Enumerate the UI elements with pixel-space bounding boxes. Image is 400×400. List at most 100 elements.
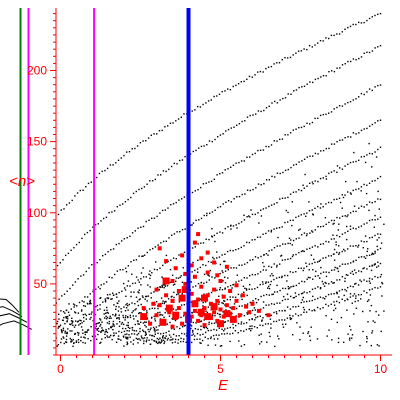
data-point	[330, 171, 333, 173]
data-point	[126, 343, 128, 346]
data-point	[183, 251, 186, 253]
data-point	[192, 150, 194, 153]
data-point	[363, 21, 365, 24]
data-point	[366, 19, 368, 22]
data-point	[165, 170, 167, 173]
data-point	[377, 265, 380, 267]
data-point	[245, 322, 248, 324]
data-point	[276, 245, 278, 247]
data-point	[230, 267, 232, 269]
data-point	[230, 166, 232, 168]
data-point	[140, 303, 142, 306]
low-energy-curve	[0, 298, 20, 313]
data-point	[246, 156, 248, 158]
data-point	[162, 332, 165, 335]
data-point	[162, 339, 165, 341]
data-point	[130, 341, 132, 343]
data-point	[306, 278, 308, 280]
data-point	[287, 242, 289, 245]
data-point	[145, 220, 147, 223]
data-point	[149, 277, 151, 280]
data-point	[217, 312, 219, 315]
data-point	[333, 108, 335, 110]
data-point	[105, 328, 107, 331]
data-point	[349, 245, 352, 247]
data-point	[270, 65, 273, 68]
data-point	[366, 254, 368, 257]
data-point	[311, 310, 313, 312]
data-point	[124, 267, 127, 269]
data-point	[237, 332, 239, 334]
data-point	[303, 301, 305, 303]
data-point	[303, 311, 305, 313]
data-point	[358, 96, 360, 98]
data-point	[259, 271, 262, 273]
data-point	[159, 286, 161, 288]
data-point	[135, 259, 138, 261]
data-point	[297, 50, 300, 52]
data-point	[312, 213, 314, 215]
data-point	[57, 344, 60, 346]
data-point	[115, 305, 117, 308]
data-point	[76, 331, 79, 334]
data-point	[218, 295, 220, 297]
data-point	[367, 248, 369, 250]
data-point	[125, 271, 128, 273]
data-point	[281, 319, 283, 321]
data-point	[109, 293, 111, 296]
data-point	[362, 267, 364, 270]
data-point	[317, 297, 319, 300]
highlight-point	[192, 308, 197, 313]
data-point	[227, 200, 230, 202]
data-point	[66, 320, 68, 322]
data-point	[81, 329, 84, 331]
data-point	[62, 336, 64, 338]
data-point	[215, 334, 217, 336]
data-point	[100, 220, 102, 222]
data-point	[219, 316, 221, 318]
data-point	[164, 301, 166, 303]
data-point	[362, 310, 364, 313]
data-point	[305, 311, 308, 313]
data-point	[128, 303, 130, 306]
data-point	[202, 103, 204, 106]
data-point	[335, 241, 337, 243]
data-point	[161, 302, 164, 304]
data-point	[240, 81, 242, 83]
data-point	[256, 236, 259, 238]
data-point	[360, 270, 363, 273]
highlight-point	[205, 250, 210, 255]
data-point	[244, 263, 246, 265]
data-point	[353, 205, 356, 207]
data-point	[183, 333, 186, 335]
data-point	[225, 309, 227, 311]
data-point	[319, 287, 322, 289]
data-point	[278, 227, 281, 229]
data-point	[159, 286, 161, 289]
data-point	[371, 288, 373, 290]
data-point	[349, 101, 352, 103]
data-point	[84, 342, 86, 344]
data-point	[136, 338, 139, 340]
data-point	[222, 133, 224, 135]
data-point	[174, 319, 177, 322]
data-point	[347, 214, 349, 216]
data-point	[232, 284, 234, 286]
data-point	[171, 234, 173, 236]
data-point	[290, 166, 292, 169]
data-point	[99, 304, 101, 306]
data-point	[154, 331, 156, 333]
data-point	[371, 89, 373, 92]
data-point	[309, 182, 311, 184]
data-point	[86, 331, 88, 333]
data-point	[135, 276, 138, 278]
data-point	[312, 295, 314, 298]
x-axis-label: E	[218, 377, 229, 394]
data-point	[371, 252, 374, 254]
data-point	[353, 293, 356, 295]
data-point	[70, 308, 72, 310]
data-point	[265, 313, 267, 316]
data-point	[371, 202, 373, 204]
data-point	[153, 328, 156, 330]
data-point	[352, 261, 355, 263]
